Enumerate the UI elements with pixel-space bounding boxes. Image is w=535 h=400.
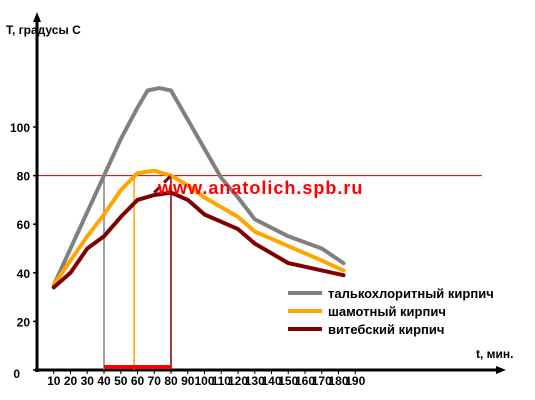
y-tick-label: 0 [13, 367, 20, 381]
y-tick-label: 40 [17, 267, 31, 281]
y-axis-title: T, градусы С [6, 23, 81, 37]
x-tick-label: 130 [245, 374, 265, 388]
y-tick-label: 20 [17, 315, 31, 329]
series-line-1 [51, 86, 346, 287]
axes [33, 12, 506, 374]
x-tick-label: 50 [114, 374, 128, 388]
legend-label: шамотный кирпич [328, 304, 446, 319]
dashed-extension-line [153, 174, 173, 194]
y-tick-label: 100 [10, 121, 30, 135]
x-axis-arrow [496, 366, 506, 374]
x-tick-label: 80 [164, 374, 178, 388]
legend: талькохлоритный кирпич шамотный кирпич вит… [288, 286, 494, 337]
y-tick-label: 60 [17, 218, 31, 232]
x-tick-label: 60 [131, 374, 145, 388]
y-axis-arrow [33, 12, 41, 22]
x-tick-label: 170 [312, 374, 332, 388]
x-tick-label: 190 [345, 374, 365, 388]
x-tick-label: 100 [194, 374, 214, 388]
x-tick-label: 160 [295, 374, 315, 388]
x-tick-label: 150 [278, 374, 298, 388]
x-tick-label: 180 [328, 374, 348, 388]
x-tick-label: 10 [47, 374, 61, 388]
x-tick-label: 70 [148, 374, 162, 388]
x-tick-label: 140 [261, 374, 281, 388]
series-line-2 [51, 168, 346, 287]
x-tick-label: 40 [97, 374, 111, 388]
x-tick-label: 110 [212, 374, 232, 388]
series-lines [51, 86, 346, 290]
legend-label: талькохлоритный кирпич [328, 286, 494, 301]
legend-label: витебский кирпич [328, 322, 444, 337]
x-axis-title: t, мин. [476, 347, 514, 361]
x-tick-label: 30 [81, 374, 95, 388]
watermark-text: www.anatolich.spb.ru [157, 178, 363, 198]
y-tick-label: 80 [17, 170, 31, 184]
x-tick-label: 90 [181, 374, 195, 388]
x-tick-label: 120 [228, 374, 248, 388]
series-line-3 [51, 190, 346, 290]
x-tick-label: 20 [64, 374, 78, 388]
